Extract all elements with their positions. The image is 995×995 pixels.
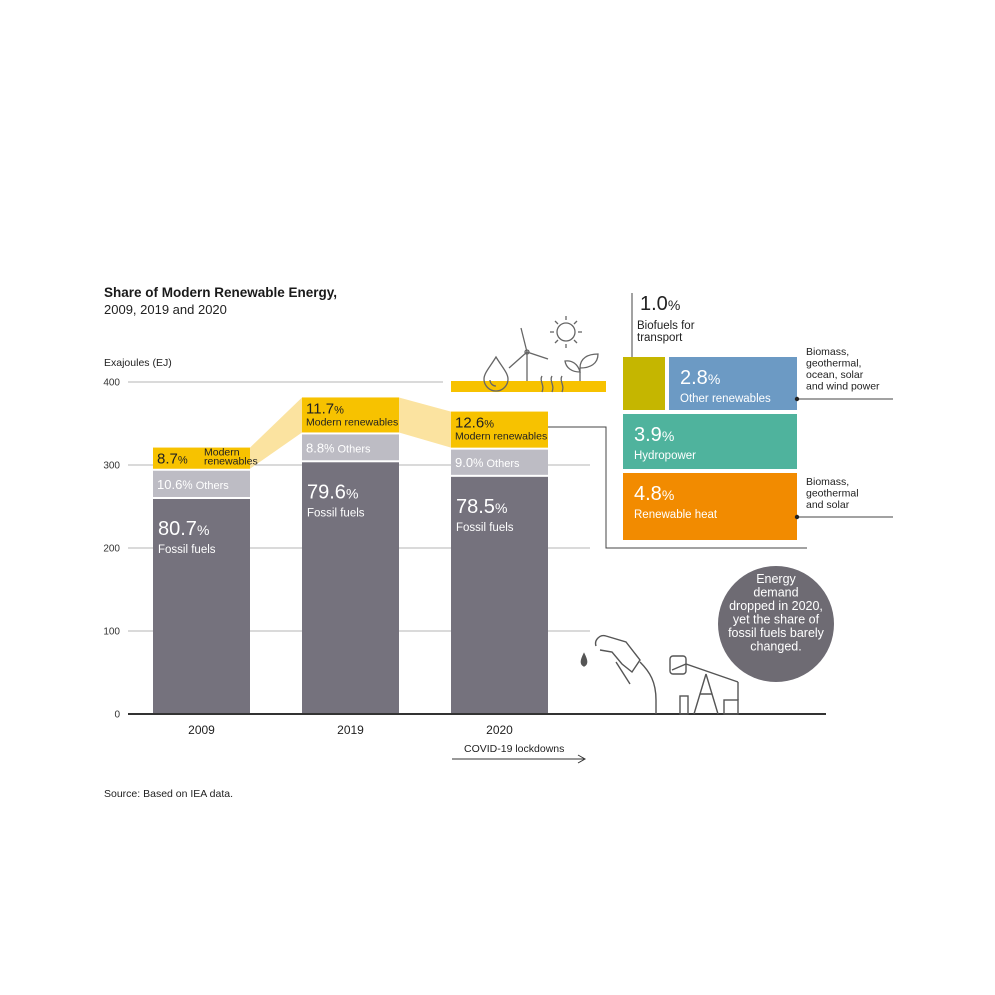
hydropower-box	[623, 414, 797, 469]
renewables-label-2019: Modern renewables	[306, 416, 398, 428]
renewables-value-2019: 11.7%	[306, 400, 344, 417]
fossil-label-2019: Fossil fuels	[307, 507, 365, 519]
renewables-connector-0	[250, 397, 302, 469]
others-value-2009: 10.6% Others	[157, 477, 229, 492]
renewables-connector-1	[399, 397, 451, 448]
biofuels-label-0: Biofuels for	[637, 320, 695, 332]
biofuels-box	[623, 357, 665, 410]
other-renewables-note-1: geothermal,	[806, 358, 861, 370]
renewables-label-2020: Modern renewables	[455, 431, 547, 443]
bar-2009-modern-renewables	[153, 447, 250, 469]
fossil-value-2020: 78.5%	[456, 496, 507, 518]
callout-line-5: changed.	[750, 640, 801, 654]
x-tick-labels: 2009 2019 2020	[188, 723, 513, 737]
fossil-label-2020: Fossil fuels	[456, 522, 514, 534]
renewable-heat-label-0: Renewable heat	[634, 509, 718, 521]
biofuels-label-1: transport	[637, 332, 683, 344]
other-renewables-label-0: Other renewables	[680, 393, 771, 405]
sun-icon	[550, 316, 582, 348]
others-value-2020: 9.0% Others	[455, 455, 520, 470]
renewable-heat-box	[623, 473, 797, 540]
fossil-value-2009: 80.7%	[158, 518, 209, 540]
y-tick-300: 300	[103, 461, 120, 472]
renewable-heat-value: 4.8%	[634, 483, 674, 505]
year-label-2020: 2020	[486, 723, 513, 737]
stacked-bars: 80.7% Fossil fuels 10.6% Others 8.7% Modernr…	[153, 397, 548, 714]
chart-title: Share of Modern Renewable Energy,	[104, 285, 337, 300]
bar-2009-others	[153, 470, 250, 497]
renewables-label-2009-line2: renewables	[204, 456, 258, 468]
callout-line-3: yet the share of	[733, 613, 820, 627]
renewable-heat-note-2: and solar	[806, 499, 850, 511]
callout-line-0: Energy	[756, 572, 796, 586]
wind-turbine-icon	[508, 327, 549, 381]
renewables-ground-strip	[451, 381, 606, 392]
fossil-label-2009: Fossil fuels	[158, 544, 216, 556]
bar-2020-others	[451, 449, 548, 475]
y-tick-400: 400	[103, 378, 120, 389]
other-renewables-note-3: and wind power	[806, 381, 880, 393]
covid-arrow-head	[577, 754, 587, 764]
callout-circle	[718, 566, 834, 682]
other-renewables-note-2: ocean, solar	[806, 369, 864, 381]
other-renewables-value: 2.8%	[680, 367, 720, 389]
renewables-value-2020: 12.6%	[455, 415, 494, 432]
year-label-2009: 2009	[188, 723, 215, 737]
bar-2020-modern-renewables	[451, 411, 548, 448]
y-tick-200: 200	[103, 544, 120, 555]
other-renewables-box	[669, 357, 797, 410]
chart-subtitle: 2009, 2019 and 2020	[104, 302, 227, 317]
y-tick-100: 100	[103, 627, 120, 638]
year-label-2019: 2019	[337, 723, 364, 737]
callout-line-1: demand	[753, 586, 798, 600]
water-drop-icon	[483, 355, 509, 392]
breakdown-leader-line	[548, 426, 807, 549]
hydropower-value: 3.9%	[634, 424, 674, 446]
other-renewables-note-0: Biomass,	[806, 346, 849, 358]
others-value-2019: 8.8% Others	[306, 440, 371, 455]
bar-2019-others	[302, 434, 399, 461]
y-tick-0: 0	[114, 710, 120, 721]
y-tick-labels: 0 100 200 300 400	[103, 378, 120, 721]
sprout-icon	[540, 353, 599, 393]
fuel-pump-icon	[580, 634, 657, 714]
bar-2009-fossil-fuels	[153, 498, 250, 714]
covid-annotation: COVID-19 lockdowns	[464, 743, 564, 755]
bar-2019-modern-renewables	[302, 397, 399, 433]
renewable-heat-note-1: geothermal	[806, 488, 859, 500]
callout-line-4: fossil fuels barely	[728, 626, 825, 640]
y-axis-label: Exajoules (EJ)	[104, 357, 172, 369]
renewables-connectors	[250, 397, 451, 469]
fossil-value-2019: 79.6%	[307, 481, 358, 503]
source-note: Source: Based on IEA data.	[104, 788, 233, 800]
biofuels-value: 1.0%	[640, 293, 680, 315]
renewable-heat-note-dot	[794, 514, 800, 520]
oil-pumpjack-icon	[669, 655, 739, 715]
bar-2020-fossil-fuels	[451, 476, 548, 714]
hydropower-label-0: Hydropower	[634, 450, 696, 462]
bar-2019-fossil-fuels	[302, 462, 399, 714]
callout-line-2: dropped in 2020,	[729, 599, 823, 613]
renewable-heat-note-0: Biomass,	[806, 476, 849, 488]
other-renewables-note-dot	[794, 396, 800, 402]
renewables-value-2009: 8.7%	[157, 451, 188, 468]
renewables-label-2009-line1: Modern	[204, 447, 240, 459]
